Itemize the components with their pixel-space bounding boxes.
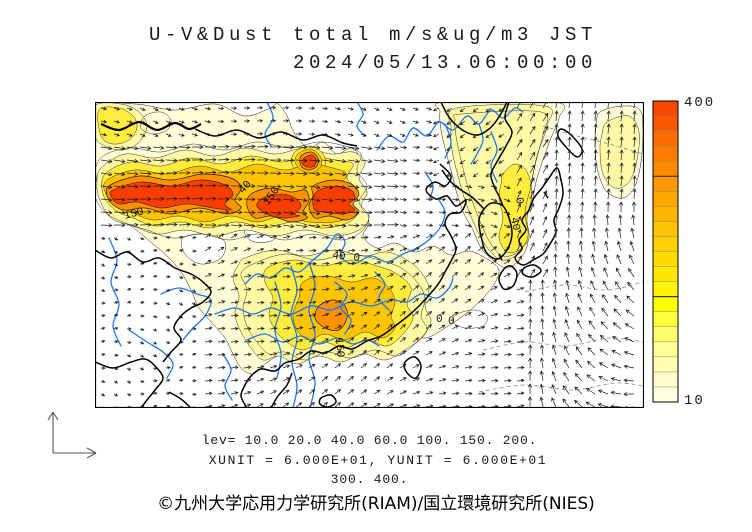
- contour-label: 40: [331, 250, 346, 264]
- dust-map-panel: 150 150 40 150 40 0 40 0 0 0: [91, 97, 645, 411]
- colorbar-canvas: [652, 100, 679, 403]
- colorbar-segment: [653, 131, 678, 147]
- map-frame: [94, 101, 645, 409]
- colorbar-max-label: 400: [684, 95, 716, 111]
- colorbar-segment: [653, 161, 678, 177]
- colorbar-segment: [653, 236, 678, 252]
- contour-label: 0: [448, 316, 455, 328]
- rivers: [108, 101, 524, 409]
- copyright-credit: ©九州大学応用力学研究所(RIAM)/国立環境研究所(NIES): [157, 494, 595, 514]
- colorbar-segment: [653, 266, 678, 283]
- contour-label: 150: [332, 337, 346, 358]
- contour-label: 40: [507, 216, 521, 231]
- unit-vector-legend: [35, 405, 105, 460]
- colorbar-segment: [653, 191, 678, 207]
- unit-vector-arrows: [47, 411, 97, 459]
- colorbar-segment: [653, 206, 678, 222]
- colorbar-segment: [653, 326, 678, 343]
- levels-line2: 300. 400.: [330, 472, 409, 487]
- colorbar-segment: [653, 386, 678, 403]
- grid-units-caption: XUNIT = 6.000E+01, YUNIT = 6.000E+01: [208, 453, 548, 468]
- contour-label: 0: [512, 197, 525, 206]
- colorbar-frame: [652, 100, 679, 403]
- colorbar-segment: [653, 101, 678, 117]
- colorbar-segment: [653, 311, 678, 328]
- colorbar-min-label: 10: [684, 393, 705, 409]
- contour-levels-caption: lev= 10.0 20.0 40.0 60.0 100. 150. 200. …: [95, 408, 644, 512]
- contour-label: 0: [352, 252, 360, 265]
- figure-title: U-V&Dust total m/s&ug/m3 JST: [148, 24, 597, 46]
- colorbar-segment: [653, 281, 678, 298]
- colorbar-segment: [653, 371, 678, 388]
- colorbar-segment: [653, 251, 678, 268]
- colorbar-segment: [653, 296, 678, 313]
- colorbar-segment: [653, 356, 678, 373]
- levels-line1: lev= 10.0 20.0 40.0 60.0 100. 150. 200.: [201, 433, 538, 448]
- colorbar-segment: [653, 146, 678, 162]
- colorbar: [650, 98, 696, 410]
- y-unit-arrow-icon: [47, 411, 59, 453]
- colorbar-segment: [653, 116, 678, 132]
- colorbar-segment: [653, 341, 678, 358]
- coastlines: [94, 101, 583, 409]
- contour-label: 150: [123, 206, 145, 223]
- contour-label: 0: [436, 314, 443, 326]
- colorbar-segment: [653, 176, 678, 192]
- x-unit-arrow-icon: [53, 447, 97, 459]
- colorbar-segment: [653, 221, 678, 237]
- figure-timestamp: 2024/05/13.06:00:00: [292, 52, 597, 74]
- wind-vector-field: [100, 97, 637, 411]
